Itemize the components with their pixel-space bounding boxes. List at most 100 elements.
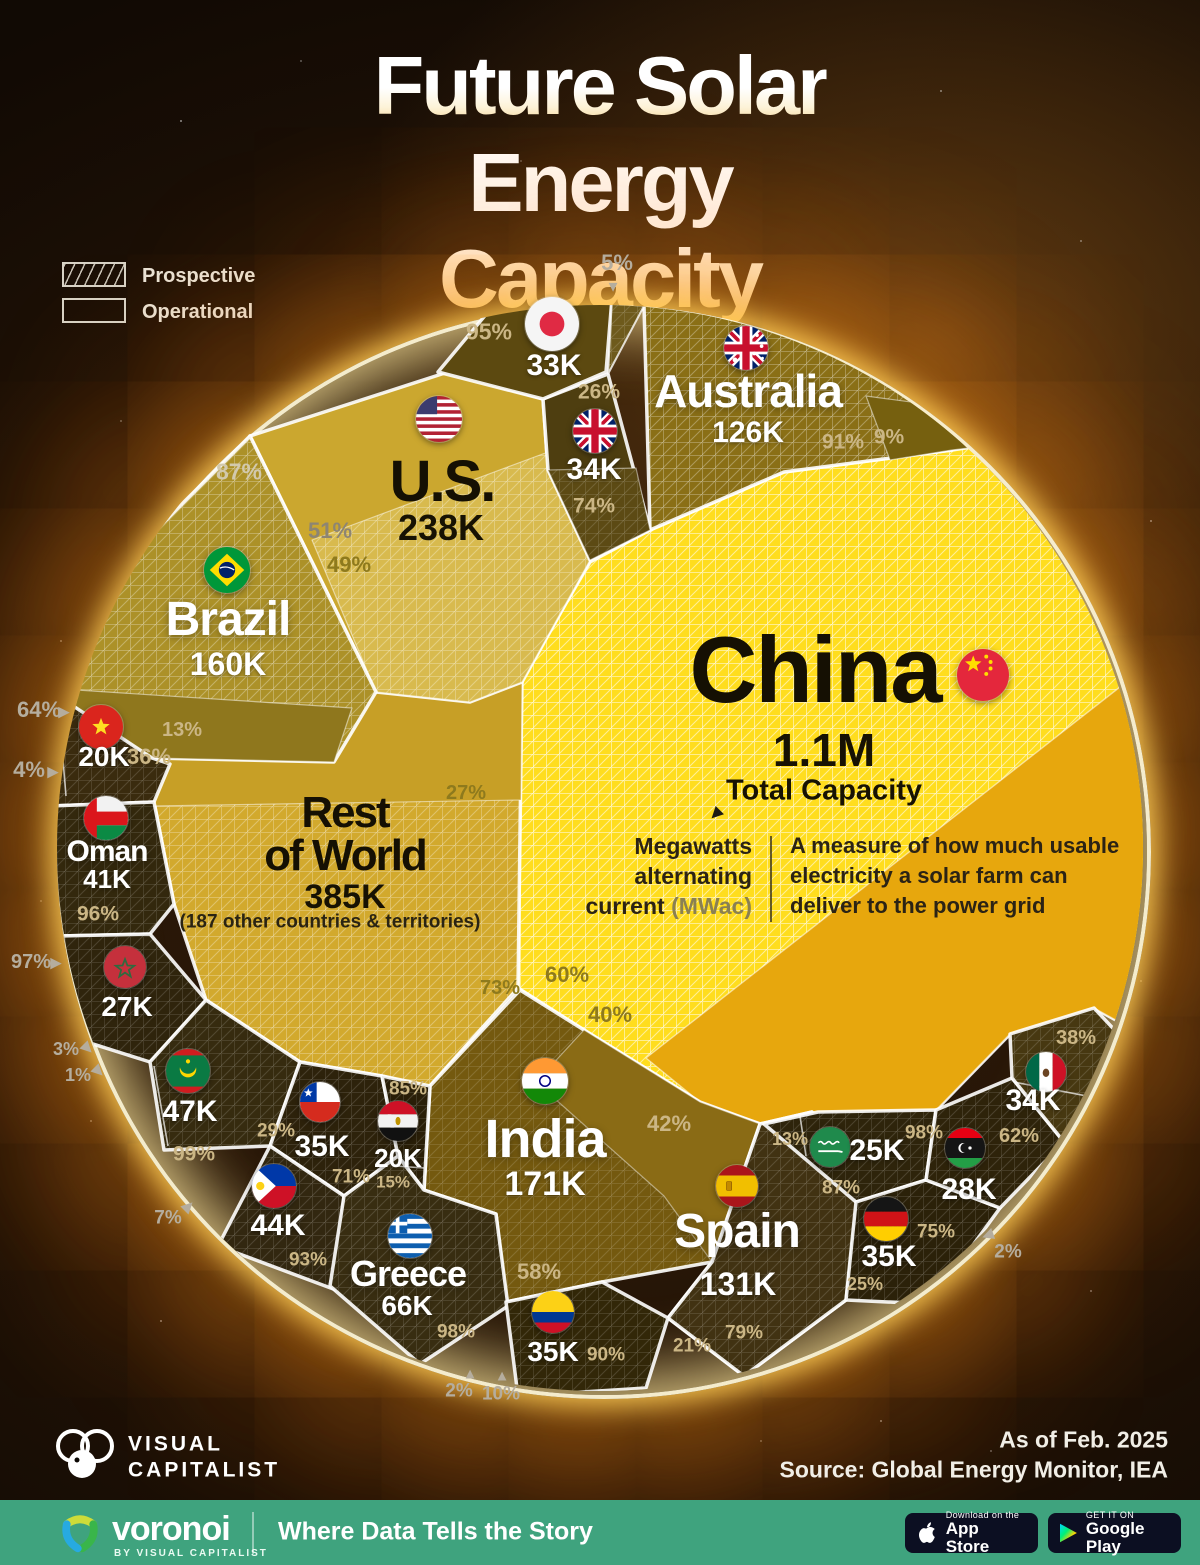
morocco-operational-pct: 3% (52, 1039, 80, 1059)
philippines-operational-pct: 7% (154, 1207, 182, 1229)
spain-operational-pct: 21% (672, 1335, 712, 1357)
greece-flag-icon (387, 1213, 433, 1259)
morocco-flag-icon (103, 945, 147, 989)
philippines-prospective-pct: 93% (288, 1249, 328, 1271)
spain-name-label: Spain (674, 1205, 801, 1258)
egypt-flag-icon (377, 1100, 419, 1142)
row-name-line2: of World (264, 831, 428, 880)
uk-flag-icon (572, 408, 618, 454)
libya-flag-icon (944, 1127, 986, 1169)
uk-operational-pct: 26% (577, 380, 621, 404)
colombia-operational-arrow-icon: ▲ (494, 1367, 510, 1385)
cell-libya (924, 1076, 1066, 1210)
greece-name-label: Greece (349, 1253, 467, 1294)
bottom-bar-brand-sub: BY VISUAL CAPITALIST (114, 1548, 268, 1559)
vietnam-operational-pct: 64% (16, 697, 62, 722)
china-prospective-pct: 60% (544, 962, 590, 987)
germany-operational-pct: 75% (916, 1221, 956, 1243)
greece-operational-arrow-icon: ▲ (462, 1365, 478, 1383)
morocco-value-label: 27K (101, 991, 153, 1022)
us-prospective-pct: 49% (326, 552, 372, 577)
annotation-unit: Megawatts alternating current (MWac) (580, 832, 752, 922)
japan-flag-icon (524, 296, 580, 352)
cell-us (248, 370, 592, 704)
greece-prospective-pct: 98% (436, 1321, 476, 1343)
us-value-label: 238K (397, 507, 485, 548)
vietnam-value-label: 20K (78, 741, 130, 772)
brazil-value-label: 160K (189, 646, 267, 682)
brazil-prospective-pct: 87% (215, 458, 263, 485)
oman-prospective-pct: 96% (76, 902, 120, 926)
cell-rest-of-world (150, 680, 524, 1090)
libya-prospective-pct: 98% (904, 1122, 944, 1144)
apple-icon (918, 1522, 935, 1543)
mauritania-value-label: 47K (162, 1095, 218, 1128)
google-play-badge-top: GET IT ON (1085, 1510, 1135, 1521)
mauritania-flag-icon (165, 1048, 211, 1094)
vietnam-operational-arrow-icon: ▶ (58, 703, 70, 721)
row-operational-pct: 27% (445, 782, 487, 804)
cell-mauritania (148, 998, 302, 1152)
china-flag-icon (956, 648, 1010, 702)
oman-operational-arrow-icon: ▶ (47, 763, 59, 781)
visual-capitalist-logo-icon (56, 1429, 114, 1478)
us-name-label: U.S. (389, 449, 497, 514)
egypt-prospective-pct: 85% (388, 1078, 428, 1100)
cell-morocco (57, 932, 208, 1064)
japan-operational-pct: 95% (465, 318, 513, 345)
brazil-name-label: Brazil (165, 593, 292, 646)
legend-operational-swatch (62, 298, 126, 323)
mexico-value-label: 34K (1005, 1084, 1061, 1117)
legend-prospective-swatch (62, 262, 126, 287)
saudi-prospective-pct: 87% (821, 1177, 861, 1199)
chile-operational-pct: 29% (256, 1120, 296, 1142)
row-name-line1: Rest (301, 788, 390, 837)
cell-india (422, 988, 762, 1304)
germany-value-label: 35K (861, 1240, 917, 1273)
footer-brand-line1: VISUAL (128, 1432, 224, 1456)
annotation-desc-line1: A measure of how much usable (790, 833, 1120, 858)
chile-flag-icon (299, 1081, 341, 1123)
google-play-icon (1060, 1523, 1077, 1543)
cell-china (516, 432, 1143, 1126)
row-prospective-pct: 73% (479, 977, 521, 999)
vietnam-flag-icon (78, 704, 124, 750)
spain-flag-icon (715, 1164, 759, 1208)
app-store-badge[interactable]: Download on the App Store (905, 1510, 1038, 1555)
philippines-flag-icon (251, 1163, 297, 1209)
bottom-bar-brand[interactable]: voronoi (112, 1510, 231, 1548)
annotation-desc-line2: electricity a solar farm can (790, 863, 1068, 888)
australia-operational-pct: 9% (873, 425, 905, 449)
annotation-unit-bold: Megawatts alternating current (585, 833, 752, 919)
vietnam-prospective-pct: 36% (126, 744, 172, 769)
germany-flag-icon (863, 1196, 909, 1242)
app-store-badge-top: Download on the (945, 1510, 1020, 1521)
egypt-operational-pct: 15% (375, 1172, 411, 1192)
google-play-badge[interactable]: GET IT ON Google Play (1048, 1510, 1181, 1555)
saudi-operational-pct: 13% (771, 1129, 809, 1149)
legend-prospective-label: Prospective (142, 265, 256, 287)
australia-prospective-pct: 91% (821, 430, 865, 454)
brazil-flag-icon (203, 546, 251, 594)
japan-prospective-arrow-icon: ▼ (605, 278, 621, 296)
brazil-operational-pct: 13% (161, 719, 203, 741)
cell-oman (57, 800, 176, 938)
us-flag-icon (415, 395, 463, 443)
libya-value-label: 28K (941, 1173, 997, 1206)
libya-operational-pct: 2% (994, 1241, 1022, 1263)
colombia-prospective-pct: 90% (586, 1344, 626, 1366)
voronoi-logo-icon[interactable] (58, 1511, 102, 1555)
row-value-label: 385K (304, 878, 386, 916)
saudi-arabia-flag-icon (809, 1126, 851, 1168)
australia-name-label: Australia (654, 365, 843, 417)
cell-saudi-arabia (762, 1108, 938, 1204)
annotation-unit-gray: (MWac) (671, 892, 752, 919)
morocco-prospective-pct: 97% (10, 951, 52, 973)
oman-flag-icon (83, 795, 129, 841)
bottom-bar-tagline: Where Data Tells the Story (278, 1517, 593, 1546)
footer-as-of: As of Feb. 2025 (999, 1426, 1168, 1453)
bottom-bar-divider (252, 1512, 254, 1554)
cell-uk (541, 372, 652, 562)
